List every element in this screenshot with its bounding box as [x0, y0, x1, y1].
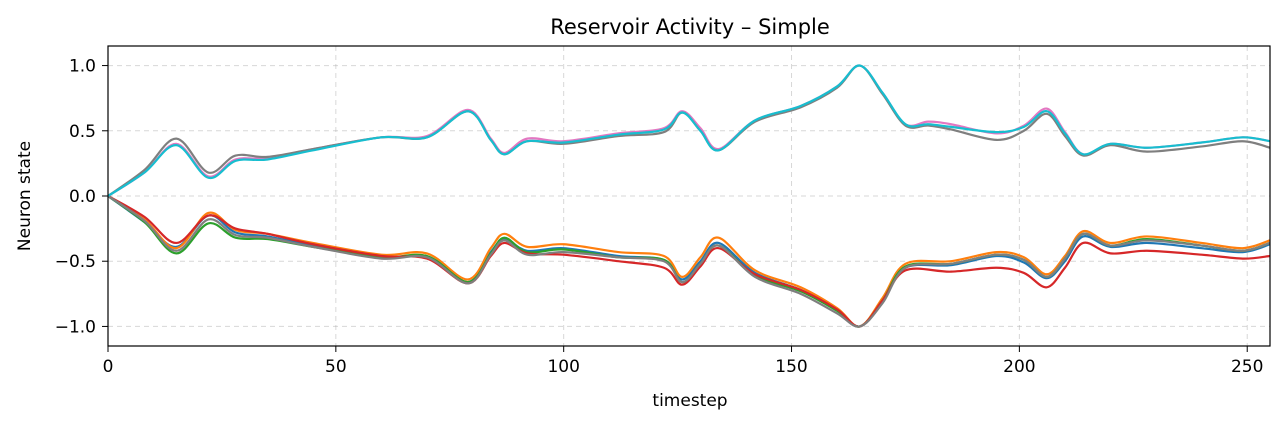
- x-tick-label: 200: [1003, 357, 1035, 377]
- y-axis-label: Neuron state: [15, 141, 35, 251]
- series-line-8: [108, 64, 1270, 198]
- x-tick-label: 250: [1231, 357, 1263, 377]
- chart-title: Reservoir Activity – Simple: [550, 15, 830, 39]
- series-line-4: [108, 194, 1270, 328]
- series-group: [108, 64, 1270, 328]
- x-tick-label: 150: [775, 357, 807, 377]
- series-line-1: [108, 194, 1270, 328]
- series-line-2: [108, 194, 1270, 328]
- y-tick-label: 0.5: [69, 122, 96, 142]
- x-tick-label: 0: [103, 357, 114, 377]
- y-tick-label: 1.0: [69, 57, 96, 77]
- y-tick-label: 0.0: [69, 187, 96, 207]
- grid: [107, 46, 1270, 346]
- x-axis: 0 50 100 150 200 250: [103, 346, 1263, 377]
- x-axis-label: timestep: [652, 391, 727, 411]
- x-tick-label: 100: [547, 357, 579, 377]
- y-tick-label: −1.0: [55, 317, 96, 337]
- y-tick-label: −0.5: [55, 252, 96, 272]
- x-tick-label: 50: [325, 357, 347, 377]
- series-line-5: [108, 194, 1270, 328]
- y-axis: −1.0 −0.5 0.0 0.5 1.0: [55, 57, 108, 337]
